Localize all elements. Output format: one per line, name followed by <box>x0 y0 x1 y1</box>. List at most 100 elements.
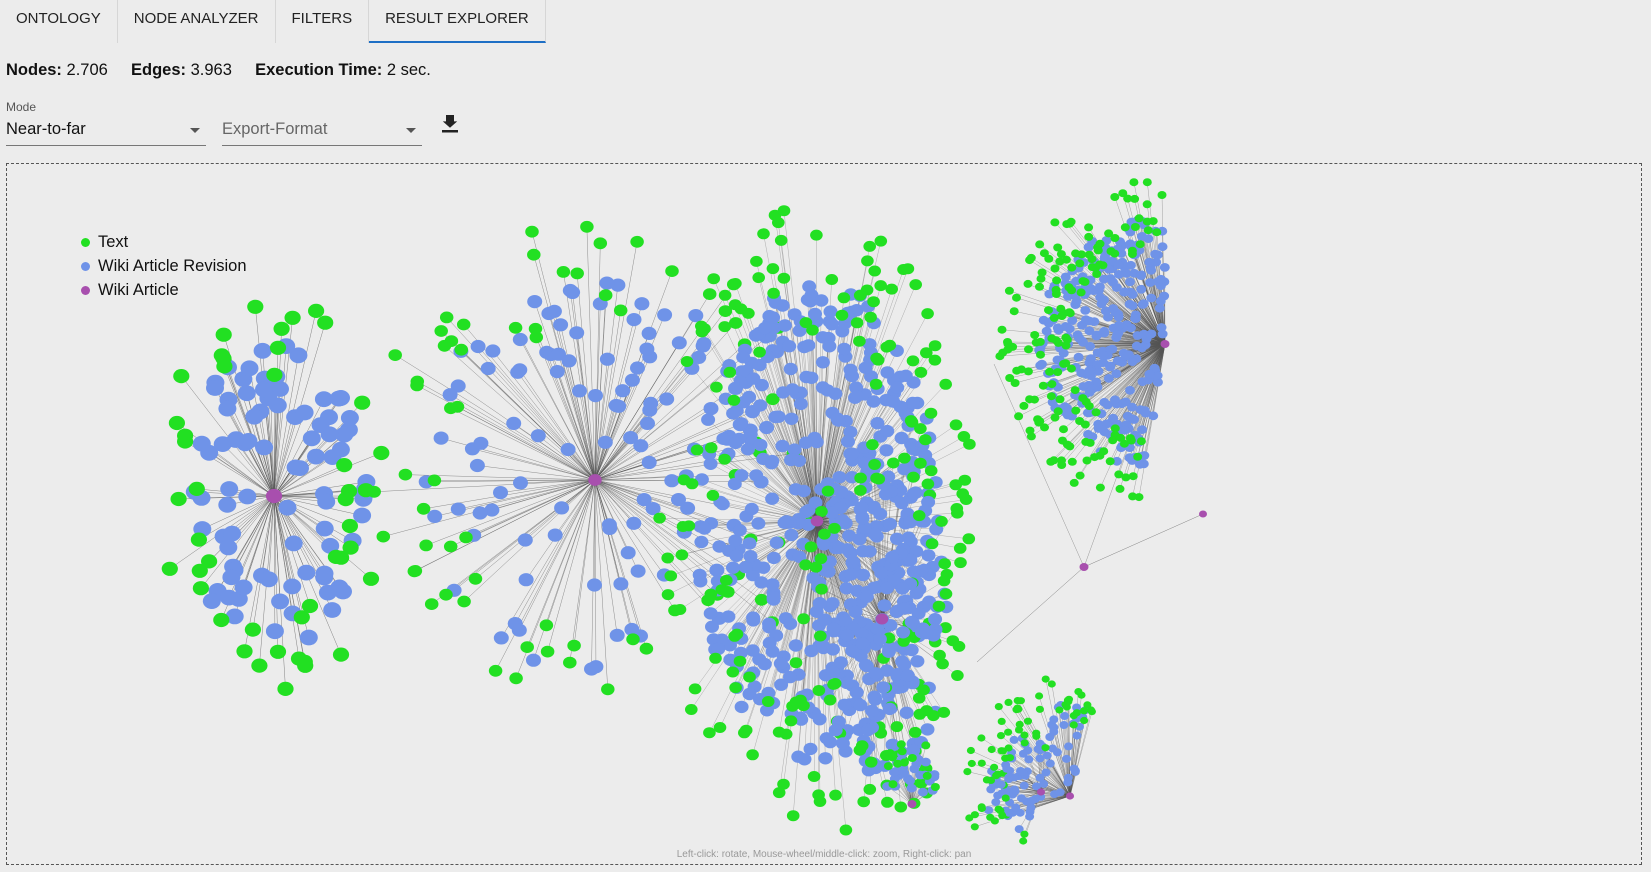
revision-node[interactable] <box>433 431 449 445</box>
text-node[interactable] <box>1035 282 1044 291</box>
revision-node[interactable] <box>742 537 757 550</box>
revision-node[interactable] <box>812 713 827 726</box>
text-node[interactable] <box>1023 367 1033 376</box>
revision-node[interactable] <box>766 311 781 324</box>
revision-node[interactable] <box>1111 283 1122 292</box>
text-node[interactable] <box>987 745 996 754</box>
revision-node[interactable] <box>903 553 918 567</box>
text-node[interactable] <box>1030 395 1039 404</box>
revision-node[interactable] <box>1093 424 1104 433</box>
text-node[interactable] <box>937 706 951 718</box>
revision-node[interactable] <box>742 687 757 701</box>
revision-node[interactable] <box>265 623 284 640</box>
revision-node[interactable] <box>865 704 879 717</box>
text-node[interactable] <box>1039 249 1049 258</box>
text-node[interactable] <box>1056 304 1066 313</box>
text-node[interactable] <box>880 341 893 353</box>
revision-node[interactable] <box>880 424 895 438</box>
text-node[interactable] <box>936 658 949 670</box>
revision-node[interactable] <box>671 493 686 507</box>
revision-node[interactable] <box>910 655 925 668</box>
revision-node[interactable] <box>237 385 256 402</box>
text-node[interactable] <box>894 801 908 813</box>
text-node[interactable] <box>1080 277 1090 286</box>
revision-node[interactable] <box>760 704 774 717</box>
revision-node[interactable] <box>626 313 642 327</box>
revision-node[interactable] <box>1025 812 1035 821</box>
text-node[interactable] <box>733 655 747 667</box>
text-node[interactable] <box>766 263 780 275</box>
text-node[interactable] <box>1064 308 1074 317</box>
revision-node[interactable] <box>1033 745 1043 754</box>
text-node[interactable] <box>170 491 187 507</box>
text-node[interactable] <box>1087 708 1096 716</box>
revision-node[interactable] <box>1044 289 1055 299</box>
text-node[interactable] <box>1142 178 1152 187</box>
text-node[interactable] <box>1106 247 1116 256</box>
revision-node[interactable] <box>868 667 883 680</box>
revision-node[interactable] <box>785 383 800 396</box>
text-node[interactable] <box>1050 413 1060 422</box>
revision-node[interactable] <box>765 492 780 505</box>
text-node[interactable] <box>777 272 791 284</box>
text-node[interactable] <box>917 684 930 696</box>
text-node[interactable] <box>443 540 458 553</box>
revision-node[interactable] <box>271 381 289 397</box>
revision-node[interactable] <box>299 629 318 646</box>
revision-node[interactable] <box>784 412 799 425</box>
revision-node[interactable] <box>1073 352 1084 362</box>
revision-node[interactable] <box>329 390 348 407</box>
text-node[interactable] <box>951 670 964 681</box>
text-node[interactable] <box>1087 263 1097 272</box>
revision-node[interactable] <box>1156 323 1167 332</box>
revision-node[interactable] <box>506 416 522 430</box>
text-node[interactable] <box>743 671 756 683</box>
revision-node[interactable] <box>826 622 841 635</box>
revision-node[interactable] <box>641 326 657 340</box>
text-node[interactable] <box>888 753 897 762</box>
revision-node[interactable] <box>1027 796 1037 805</box>
revision-node[interactable] <box>601 518 617 532</box>
text-node[interactable] <box>990 817 999 825</box>
text-node[interactable] <box>1004 698 1013 707</box>
revision-node[interactable] <box>218 496 237 513</box>
revision-node[interactable] <box>289 347 308 364</box>
revision-node[interactable] <box>856 545 871 558</box>
revision-node[interactable] <box>921 549 936 562</box>
text-node[interactable] <box>887 457 900 469</box>
revision-node[interactable] <box>1103 374 1114 383</box>
revision-node[interactable] <box>753 438 768 452</box>
text-node[interactable] <box>437 339 452 352</box>
revision-node[interactable] <box>881 645 896 658</box>
text-node[interactable] <box>1116 433 1126 442</box>
text-node[interactable] <box>508 321 523 334</box>
text-node[interactable] <box>675 549 689 561</box>
wiki-article-node[interactable] <box>1079 563 1089 571</box>
tab-filters[interactable]: FILTERS <box>276 0 370 43</box>
revision-node[interactable] <box>783 617 798 630</box>
revision-node[interactable] <box>1119 425 1130 435</box>
text-node[interactable] <box>1134 493 1144 502</box>
revision-node[interactable] <box>636 493 652 507</box>
text-node[interactable] <box>864 311 877 323</box>
text-node[interactable] <box>707 273 720 285</box>
text-node[interactable] <box>925 538 939 550</box>
revision-node[interactable] <box>879 664 894 677</box>
revision-node[interactable] <box>769 536 784 549</box>
text-node[interactable] <box>1016 697 1025 705</box>
text-node[interactable] <box>1084 402 1094 411</box>
text-node[interactable] <box>488 664 503 677</box>
revision-node[interactable] <box>890 532 904 545</box>
revision-node[interactable] <box>825 597 840 610</box>
text-node[interactable] <box>754 593 769 606</box>
revision-node[interactable] <box>906 783 917 793</box>
revision-node[interactable] <box>1067 316 1078 325</box>
revision-node[interactable] <box>1137 425 1148 434</box>
text-node[interactable] <box>1004 744 1013 752</box>
revision-node[interactable] <box>1004 787 1014 796</box>
revision-node[interactable] <box>1085 341 1096 351</box>
text-node[interactable] <box>920 347 933 359</box>
text-node[interactable] <box>967 759 976 768</box>
revision-node[interactable] <box>1148 411 1159 421</box>
text-node[interactable] <box>362 571 380 586</box>
